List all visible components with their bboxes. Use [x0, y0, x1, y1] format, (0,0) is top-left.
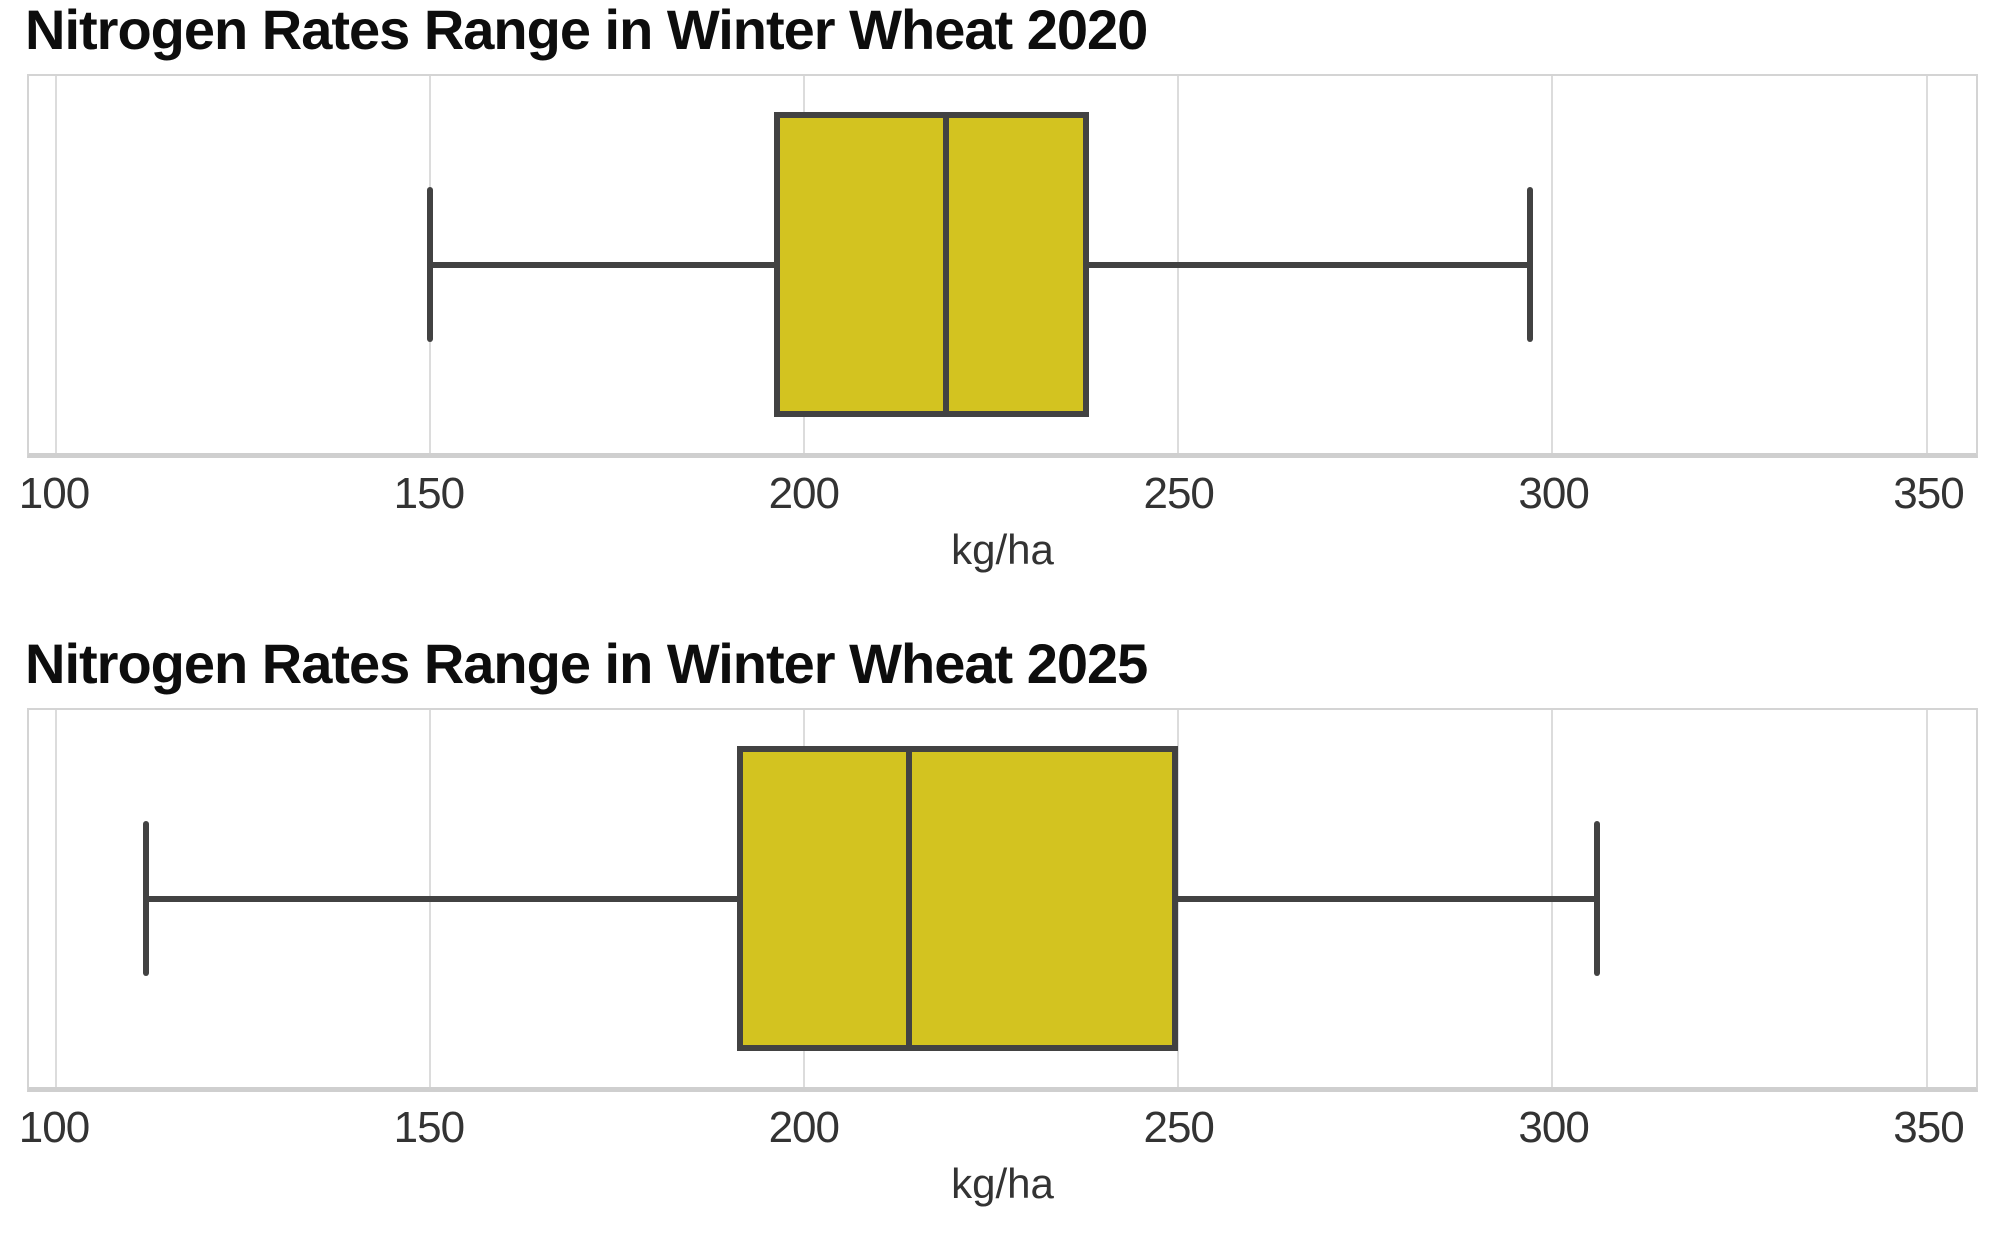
- min-whisker-cap: [142, 821, 149, 976]
- x-tick-label: 250: [1143, 1103, 1214, 1152]
- iqr-box: [774, 111, 1089, 418]
- x-tick-label: 300: [1518, 469, 1589, 518]
- chart-title: Nitrogen Rates Range in Winter Wheat 202…: [25, 0, 1148, 61]
- x-tick-label: 300: [1518, 1103, 1589, 1152]
- x-axis-label: kg/ha: [951, 526, 1054, 573]
- median-line: [905, 745, 912, 1052]
- min-whisker-cap: [427, 187, 434, 342]
- gridline: [54, 76, 57, 453]
- x-axis-ticks: 100 150 200 250 300 350: [19, 469, 1978, 520]
- plot-area: [27, 708, 1978, 1092]
- x-tick-label: 100: [18, 1103, 90, 1152]
- gridline: [1551, 76, 1554, 453]
- gridline: [54, 710, 57, 1087]
- chart-2020: Nitrogen Rates Range in Winter Wheat 202…: [0, 0, 2000, 600]
- x-tick-label: 350: [1893, 1103, 1964, 1152]
- chart-2025: Nitrogen Rates Range in Winter Wheat 202…: [0, 634, 2000, 1234]
- x-tick-label: 100: [18, 469, 90, 518]
- x-tick-label: 200: [768, 469, 840, 518]
- x-tick-label: 150: [393, 469, 465, 518]
- x-tick-label: 200: [768, 1103, 840, 1152]
- max-whisker-cap: [1527, 187, 1534, 342]
- x-tick-label: 150: [393, 1103, 465, 1152]
- max-whisker-cap: [1594, 821, 1601, 976]
- x-tick-label: 250: [1143, 469, 1214, 518]
- x-axis-ticks: 100 150 200 250 300 350: [19, 1103, 1978, 1154]
- lower-whisker-line: [430, 261, 775, 268]
- chart-title: Nitrogen Rates Range in Winter Wheat 202…: [25, 632, 1148, 695]
- median-line: [943, 111, 950, 418]
- iqr-box: [736, 745, 1179, 1052]
- x-axis-label: kg/ha: [951, 1160, 1054, 1207]
- x-tick-label: 350: [1893, 469, 1964, 518]
- gridline: [1925, 710, 1928, 1087]
- upper-whisker-line: [1178, 895, 1598, 902]
- gridline: [1925, 76, 1928, 453]
- plot-area: [27, 74, 1978, 458]
- upper-whisker-line: [1088, 261, 1531, 268]
- lower-whisker-line: [145, 895, 737, 902]
